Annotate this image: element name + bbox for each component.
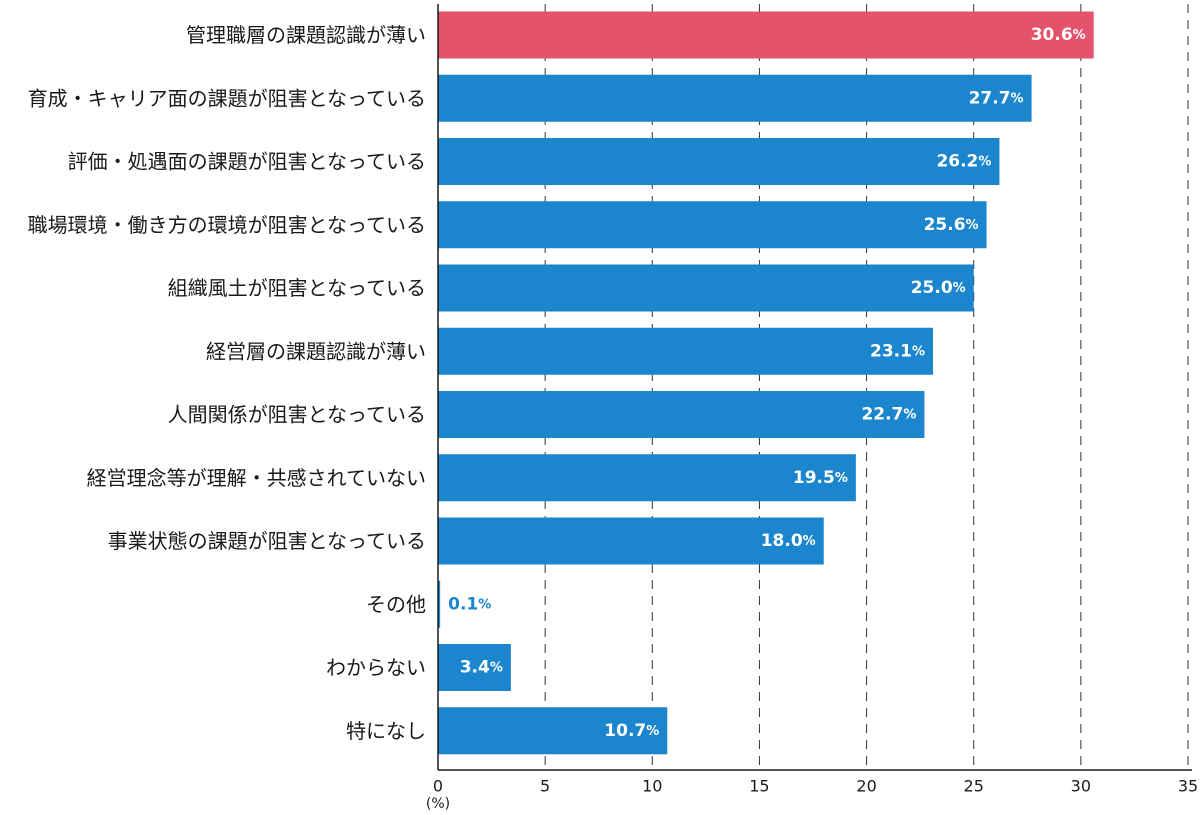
x-tick-label-15: 15 xyxy=(749,777,769,796)
bar-3 xyxy=(438,201,987,249)
category-label-8: 事業状態の課題が阻害となっている xyxy=(108,529,426,553)
x-tick-label-5: 5 xyxy=(540,777,550,796)
bar-11 xyxy=(438,707,668,755)
category-label-0: 管理職層の課題認識が薄い xyxy=(186,23,426,47)
value-label-9: 0.1% xyxy=(448,594,491,614)
category-labels: 管理職層の課題認識が薄い育成・キャリア面の課題が阻害となっている評価・処遇面の課… xyxy=(28,23,426,743)
value-label-6: 22.7% xyxy=(861,405,916,425)
value-label-5: 23.1% xyxy=(870,341,925,361)
bar-7 xyxy=(438,454,856,502)
value-label-1: 27.7% xyxy=(969,88,1024,108)
x-tick-label-25: 25 xyxy=(964,777,984,796)
bar-1 xyxy=(438,74,1032,122)
x-tick-label-0: 0 xyxy=(433,777,443,796)
bar-4 xyxy=(438,264,974,312)
value-label-4: 25.0% xyxy=(911,278,966,298)
bar-9 xyxy=(438,580,441,628)
category-label-2: 評価・処遇面の課題が阻害となっている xyxy=(68,150,426,174)
category-label-3: 職場環境・働き方の環境が阻害となっている xyxy=(28,213,426,237)
category-label-4: 組織風土が阻害となっている xyxy=(168,276,426,300)
x-tick-label-30: 30 xyxy=(1071,777,1091,796)
bar-5 xyxy=(438,327,933,375)
bar-2 xyxy=(438,138,1000,185)
x-tick-label-20: 20 xyxy=(856,777,876,796)
category-label-1: 育成・キャリア面の課題が阻害となっている xyxy=(28,86,426,110)
category-label-5: 経営層の課題認識が薄い xyxy=(206,339,426,363)
x-tick-label-10: 10 xyxy=(642,777,662,796)
bar-8 xyxy=(438,517,824,565)
value-label-3: 25.6% xyxy=(924,215,979,235)
category-label-6: 人間関係が阻害となっている xyxy=(168,403,426,427)
value-label-8: 18.0% xyxy=(761,531,816,551)
value-label-7: 19.5% xyxy=(793,468,848,488)
value-label-10: 3.4% xyxy=(460,658,503,678)
category-label-10: わからない xyxy=(326,656,426,680)
bar-6 xyxy=(438,391,925,438)
value-labels: 30.6% 27.7% 26.2% 25.6% 25.0% 23.1% 22.7% 19.5%… xyxy=(448,25,1086,741)
x-axis: 0 5 10 15 20 25 30 35 (%) xyxy=(426,4,1198,812)
bar-0 xyxy=(438,11,1094,59)
category-label-7: 経営理念等が理解・共感されていない xyxy=(87,466,426,490)
x-tick-label-35: 35 xyxy=(1178,777,1198,796)
value-label-0: 30.6% xyxy=(1031,25,1086,45)
bars xyxy=(438,11,1094,755)
category-label-9: その他 xyxy=(366,592,426,616)
value-label-2: 26.2% xyxy=(936,152,991,172)
value-label-11: 10.7% xyxy=(604,721,659,741)
category-label-11: 特になし xyxy=(346,719,426,743)
bar-10 xyxy=(438,644,511,691)
x-axis-unit-label: (%) xyxy=(426,796,450,812)
